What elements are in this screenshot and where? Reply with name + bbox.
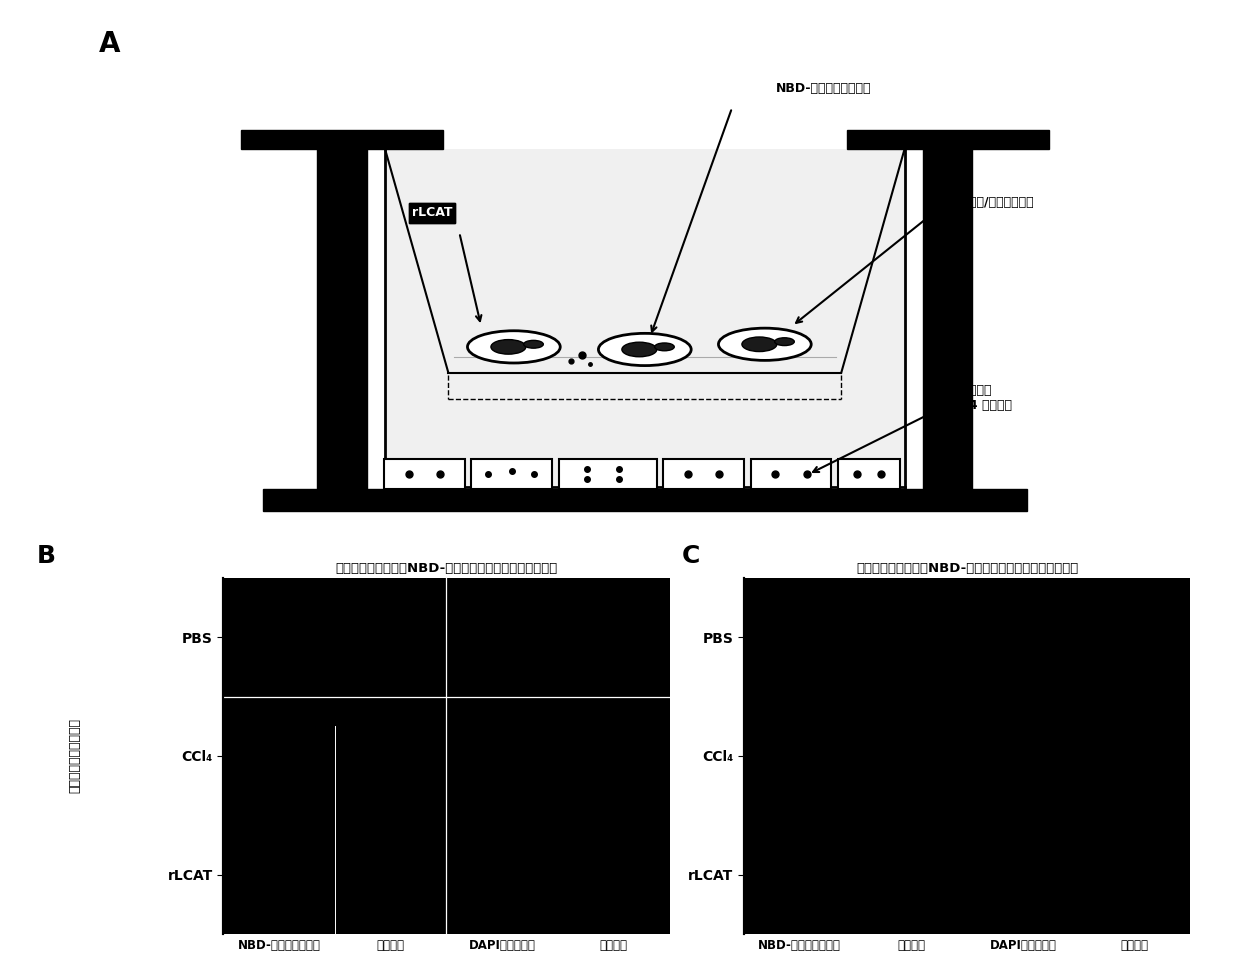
- Bar: [241, 129, 443, 149]
- Ellipse shape: [655, 343, 675, 351]
- Ellipse shape: [775, 338, 795, 346]
- Title: 上层细胞：预先孵芲NBD-荧光标记胆固醇的原代成骨细胞: 上层细胞：预先孵芲NBD-荧光标记胆固醇的原代成骨细胞: [335, 562, 558, 575]
- Ellipse shape: [742, 337, 776, 351]
- FancyBboxPatch shape: [663, 459, 744, 489]
- Ellipse shape: [622, 342, 657, 356]
- Text: 原代肝实质细胞
（CCl4 预损伤）: 原代肝实质细胞 （CCl4 预损伤）: [940, 384, 1012, 412]
- Bar: [847, 129, 1049, 149]
- Bar: [263, 489, 1027, 510]
- Ellipse shape: [467, 330, 560, 363]
- Text: 原代成骨细胞/原代破骨细胞: 原代成骨细胞/原代破骨细胞: [940, 196, 1034, 209]
- Bar: [317, 134, 367, 503]
- Ellipse shape: [599, 333, 691, 366]
- Text: C: C: [682, 544, 701, 568]
- Text: 下层细胞：原代肝细胞: 下层细胞：原代肝细胞: [68, 718, 81, 794]
- Ellipse shape: [491, 340, 526, 354]
- Bar: [386, 149, 904, 487]
- Title: 上层细胞：预先孵芲NBD-荧光标记胆固醇的原代破骨细胞: 上层细胞：预先孵芲NBD-荧光标记胆固醇的原代破骨细胞: [856, 562, 1079, 575]
- Text: 下层细胞：原代肝细胞: 下层细胞：原代肝细胞: [657, 718, 670, 794]
- FancyBboxPatch shape: [838, 459, 900, 489]
- FancyBboxPatch shape: [750, 459, 831, 489]
- FancyBboxPatch shape: [471, 459, 552, 489]
- Ellipse shape: [718, 328, 811, 360]
- Text: B: B: [37, 544, 56, 568]
- Ellipse shape: [523, 340, 543, 349]
- FancyBboxPatch shape: [384, 459, 465, 489]
- Text: A: A: [99, 30, 120, 58]
- Text: rLCAT: rLCAT: [412, 206, 453, 220]
- Text: rLCAT: rLCAT: [412, 206, 453, 220]
- FancyBboxPatch shape: [558, 459, 657, 489]
- Text: NBD-荧光标记的胆固醇: NBD-荧光标记的胆固醇: [776, 82, 872, 94]
- Bar: [923, 134, 972, 503]
